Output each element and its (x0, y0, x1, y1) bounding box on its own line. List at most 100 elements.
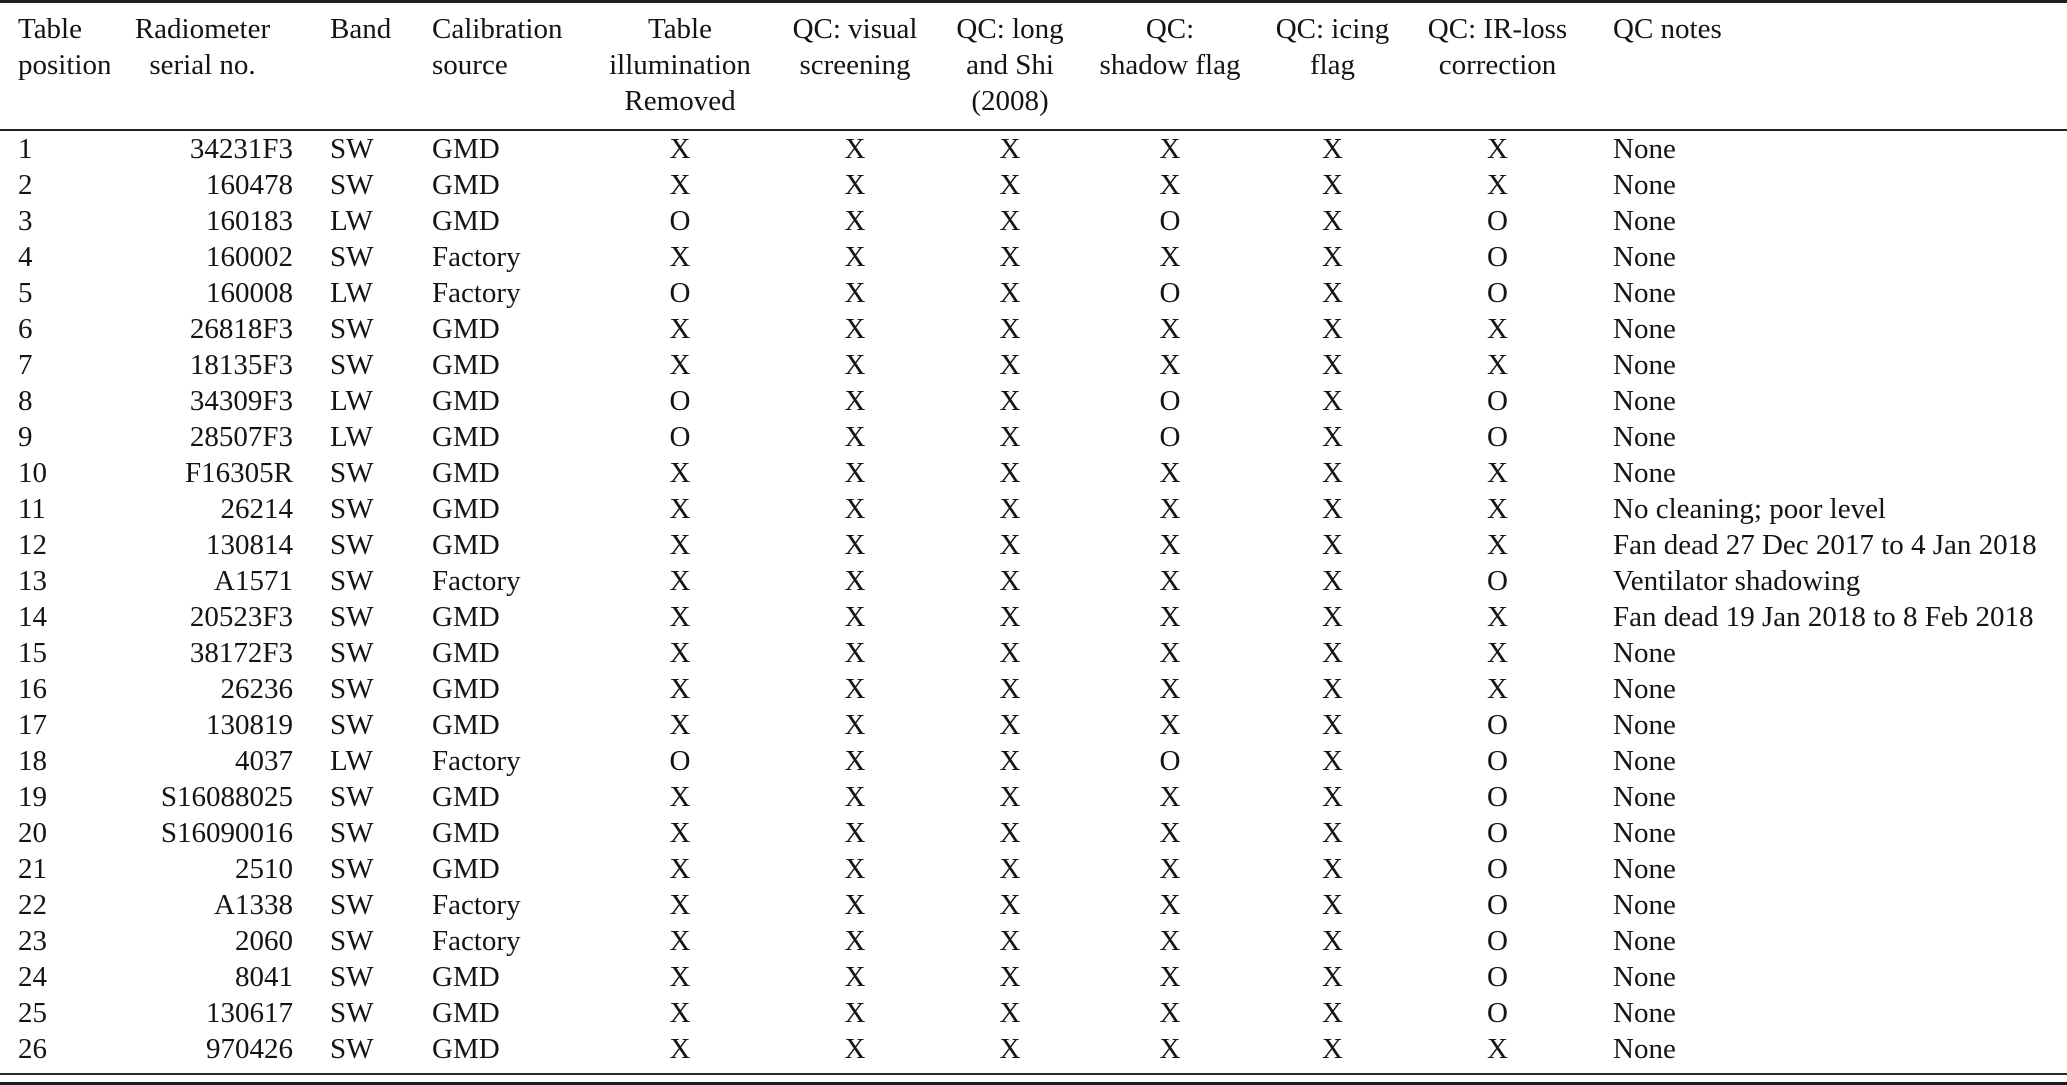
cell-visual: X (844, 961, 866, 993)
cell-ir-loss: X (1487, 601, 1508, 633)
table-top-rule (0, 0, 2067, 3)
cell-serial: 34309F3 (189, 385, 293, 417)
cell-serial: 26818F3 (189, 313, 293, 345)
cell-source: GMD (432, 601, 500, 633)
cell-notes: None (1613, 673, 1676, 705)
cell-long-shi: X (999, 853, 1021, 885)
table-bottom-rule (0, 1073, 2067, 1085)
cell-ir-loss: X (1487, 1033, 1508, 1065)
cell-position: 22 (18, 889, 47, 921)
cell-illumination: X (669, 1033, 691, 1065)
cell-source: GMD (432, 853, 500, 885)
cell-source: GMD (432, 781, 500, 813)
cell-source: GMD (432, 817, 500, 849)
cell-serial: 2060 (235, 925, 293, 957)
column-header-line: Calibration (432, 13, 563, 45)
cell-icing: X (1322, 241, 1343, 273)
column-header-long-shi: QC: long and Shi (2008) (935, 3, 1085, 131)
cell-source: GMD (432, 457, 500, 489)
cell-shadow: X (1159, 673, 1181, 705)
cell-icing: X (1322, 169, 1343, 201)
column-header-line: source (432, 49, 508, 81)
table-row: 12 130814 SW GMD X X X X X X Fan dead 27 Dec 2017 … (0, 527, 2067, 563)
cell-band: SW (330, 961, 374, 993)
cell-position: 8 (18, 385, 33, 417)
cell-illumination: X (669, 457, 691, 489)
cell-visual: X (844, 241, 866, 273)
cell-shadow: X (1159, 853, 1181, 885)
cell-source: Factory (432, 889, 521, 921)
column-header-line: position (18, 49, 110, 81)
cell-icing: X (1322, 601, 1343, 633)
cell-notes: None (1613, 745, 1676, 777)
table-row: 10 F16305R SW GMD X X X X X X None (0, 455, 2067, 491)
cell-icing: X (1322, 385, 1343, 417)
cell-position: 2 (18, 169, 33, 201)
cell-shadow: X (1159, 817, 1181, 849)
cell-illumination: X (669, 817, 691, 849)
cell-long-shi: X (999, 1033, 1021, 1065)
cell-icing: X (1322, 313, 1343, 345)
cell-shadow: X (1159, 637, 1181, 669)
cell-serial: 2510 (235, 853, 293, 885)
cell-ir-loss: O (1487, 205, 1508, 237)
cell-serial: 4037 (235, 745, 293, 777)
cell-long-shi: X (999, 925, 1021, 957)
cell-visual: X (844, 853, 866, 885)
cell-ir-loss: X (1487, 493, 1508, 525)
cell-illumination: X (669, 529, 691, 561)
cell-notes: None (1613, 781, 1676, 813)
cell-band: LW (330, 277, 373, 309)
cell-notes: None (1613, 709, 1676, 741)
cell-serial: 160008 (206, 277, 293, 309)
cell-long-shi: X (999, 241, 1021, 273)
cell-icing: X (1322, 961, 1343, 993)
column-header-line: QC: visual (792, 13, 918, 45)
cell-serial: A1338 (214, 889, 293, 921)
cell-illumination: O (669, 421, 691, 453)
cell-visual: X (844, 889, 866, 921)
cell-serial: 34231F3 (189, 133, 293, 165)
cell-ir-loss: X (1487, 313, 1508, 345)
cell-band: SW (330, 241, 374, 273)
cell-illumination: X (669, 349, 691, 381)
table-row: 17 130819 SW GMD X X X X X O None (0, 707, 2067, 743)
cell-illumination: X (669, 673, 691, 705)
table-row: 11 26214 SW GMD X X X X X X No cleaning; poor leve… (0, 491, 2067, 527)
column-header-position: Table position (0, 3, 110, 131)
table-row: 26 970426 SW GMD X X X X X X None (0, 1031, 2067, 1067)
cell-notes: None (1613, 817, 1676, 849)
cell-source: GMD (432, 385, 500, 417)
cell-notes: None (1613, 997, 1676, 1029)
table-row: 3 160183 LW GMD O X X O X O None (0, 203, 2067, 239)
cell-source: GMD (432, 493, 500, 525)
cell-shadow: X (1159, 1033, 1181, 1065)
cell-serial: F16305R (185, 457, 293, 489)
cell-band: SW (330, 673, 374, 705)
cell-long-shi: X (999, 421, 1021, 453)
column-header-line: Band (330, 13, 392, 45)
cell-serial: 26214 (220, 493, 294, 525)
cell-notes: None (1613, 349, 1676, 381)
cell-long-shi: X (999, 169, 1021, 201)
cell-icing: X (1322, 925, 1343, 957)
cell-position: 24 (18, 961, 47, 993)
cell-icing: X (1322, 457, 1343, 489)
cell-visual: X (844, 133, 866, 165)
cell-icing: X (1322, 1033, 1343, 1065)
cell-icing: X (1322, 637, 1343, 669)
cell-source: GMD (432, 169, 500, 201)
cell-position: 7 (18, 349, 33, 381)
cell-band: SW (330, 313, 374, 345)
cell-serial: A1571 (214, 565, 293, 597)
radiometer-qc-table: Table position Radiometer serial no. Band Cal… (0, 3, 2067, 1067)
cell-visual: X (844, 925, 866, 957)
cell-illumination: X (669, 925, 691, 957)
cell-notes: None (1613, 385, 1676, 417)
cell-band: SW (330, 1033, 374, 1065)
cell-band: LW (330, 421, 373, 453)
cell-illumination: X (669, 241, 691, 273)
table-row: 5 160008 LW Factory O X X O X O None (0, 275, 2067, 311)
cell-ir-loss: O (1487, 853, 1508, 885)
cell-serial: 130819 (206, 709, 293, 741)
